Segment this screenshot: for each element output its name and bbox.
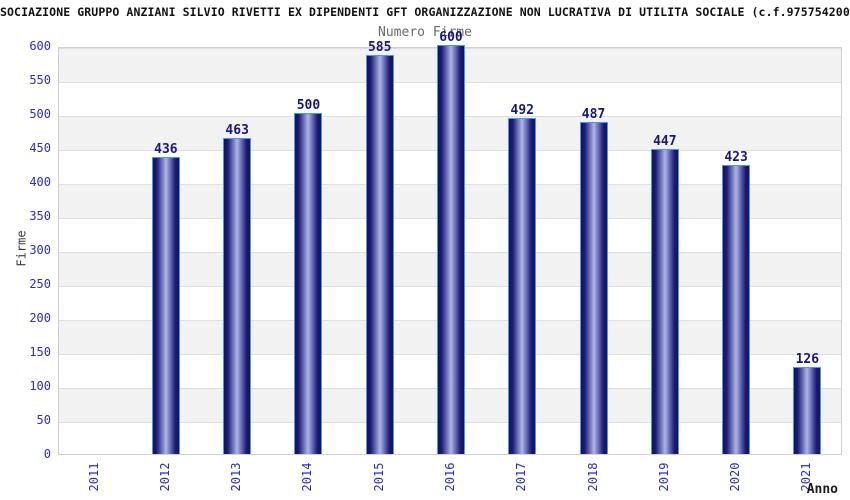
bar-2017 [508, 118, 537, 454]
y-tick-600: 600 [29, 39, 51, 53]
bar-2019 [650, 149, 679, 454]
bar-2018 [579, 121, 608, 454]
bar-value-label-2019: 447 [653, 134, 677, 150]
y-tick-50: 50 [36, 413, 51, 427]
bar-value-label-2020: 423 [724, 150, 748, 166]
y-tick-500: 500 [29, 107, 51, 121]
plot-area: 436 463 500 585 600 492 487 447 423 126 [58, 31, 842, 455]
bar-value-label-2014: 500 [296, 98, 321, 113]
y-tick-400: 400 [29, 175, 51, 189]
y-tick-0: 0 [43, 447, 51, 461]
bar-2014 [294, 113, 323, 454]
x-axis-label: Anno [806, 482, 838, 497]
page-title: SOCIAZIONE GRUPPO ANZIANI SILVIO RIVETTI… [0, 5, 850, 19]
bar-value-label-2013: 463 [225, 123, 249, 139]
x-tick-2017: 2017 [514, 462, 529, 492]
y-tick-200: 200 [29, 311, 51, 325]
bar-2013 [223, 138, 252, 454]
y-tick-150: 150 [29, 345, 51, 359]
bar-2012 [151, 156, 180, 454]
x-tick-2012: 2012 [157, 462, 172, 492]
y-tick-350: 350 [29, 209, 51, 223]
bar-value-label-2018: 487 [581, 106, 606, 122]
bar-2020 [722, 165, 751, 454]
bar-2021 [793, 367, 822, 454]
y-tick-550: 550 [29, 73, 51, 87]
x-tick-2020: 2020 [728, 462, 743, 492]
x-tick-2016: 2016 [443, 462, 457, 492]
x-tick-2015: 2015 [371, 462, 386, 492]
bar-2016 [437, 45, 465, 454]
y-tick-450: 450 [29, 141, 51, 155]
bar-value-label-2017: 492 [510, 103, 534, 119]
y-tick-100: 100 [29, 379, 51, 393]
x-tick-2019: 2019 [656, 462, 671, 492]
x-tick-2018: 2018 [585, 462, 600, 492]
x-tick-2011: 2011 [86, 462, 101, 492]
y-tick-250: 250 [29, 277, 51, 291]
bar-2015 [365, 55, 394, 454]
bar-value-label-2021: 126 [795, 352, 820, 368]
y-tick-300: 300 [29, 243, 51, 257]
x-tick-2013: 2013 [229, 462, 244, 492]
bar-value-label-2015: 585 [367, 40, 392, 56]
bar-value-label-2012: 436 [154, 141, 178, 157]
bar-value-label-2016: 600 [439, 30, 463, 45]
chart-title: Numero Firme [378, 25, 472, 40]
x-tick-2014: 2014 [300, 462, 315, 492]
